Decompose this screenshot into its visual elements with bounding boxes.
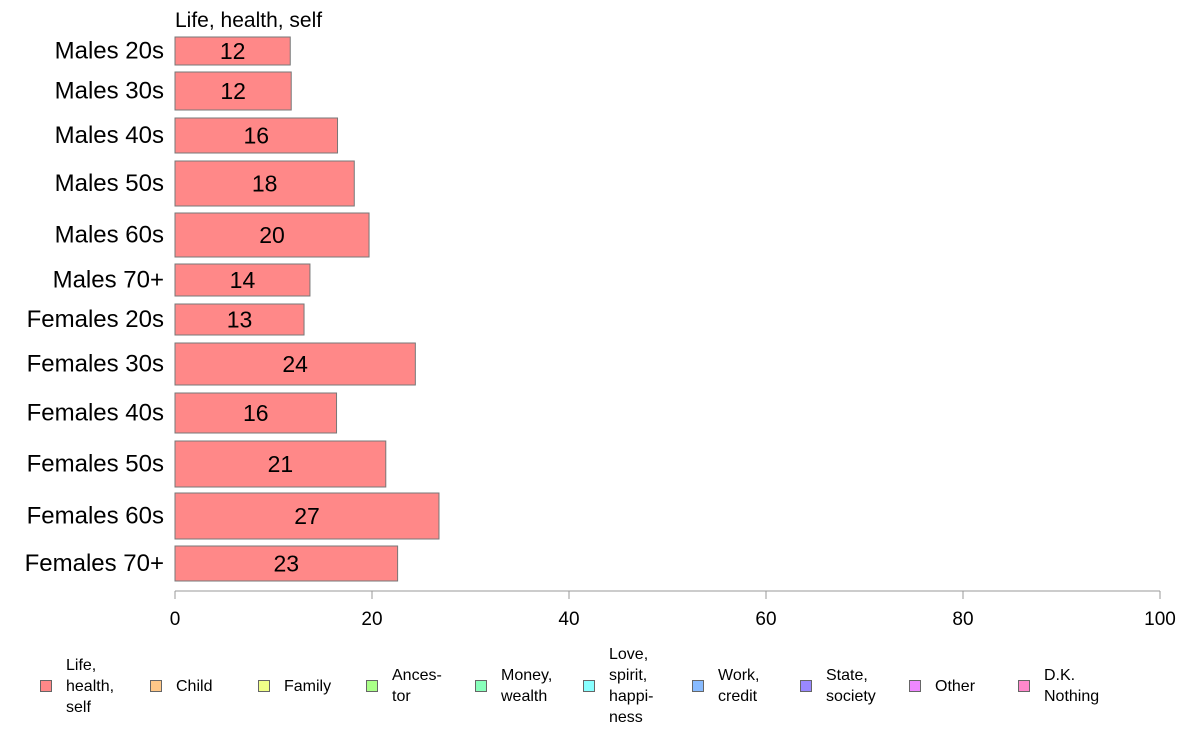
legend-label: Ances- tor (392, 667, 442, 705)
bar-value-label: 23 (274, 551, 300, 577)
legend-item: Family (258, 636, 331, 736)
x-axis: 0 20 40 60 80 100 (170, 590, 1176, 630)
legend-swatch (692, 680, 704, 692)
bar (174, 212, 370, 258)
bar (174, 392, 338, 434)
legend-item: State, society (800, 636, 876, 736)
bar (174, 342, 416, 386)
series-title: Life, health, self (175, 9, 322, 32)
bar-value-label: 16 (243, 400, 269, 426)
x-tick-label: 60 (755, 609, 776, 630)
x-tick-label: 80 (952, 609, 973, 630)
bar-value-label: 24 (282, 351, 308, 377)
x-tick-label: 40 (558, 609, 579, 630)
legend-item: Work, credit (692, 636, 759, 736)
legend-item: Money, wealth (475, 636, 552, 736)
legend-swatch (583, 680, 595, 692)
bar-value-label: 18 (252, 171, 278, 197)
legend-swatch (475, 680, 487, 692)
legend-label: Other (935, 677, 976, 695)
legend-label: State, society (826, 667, 876, 705)
legend-label: Family (284, 677, 332, 695)
legend-swatch (150, 680, 162, 692)
legend-label: Money, wealth (501, 667, 553, 705)
legend-label: Life, health, self (66, 656, 115, 716)
bar (174, 71, 292, 111)
bar-value-label: 12 (220, 78, 246, 104)
category-label: Males 50s (55, 170, 164, 197)
legend-swatch (366, 680, 378, 692)
legend-swatch (40, 680, 52, 692)
legend-label: Child (176, 677, 213, 695)
category-label: Females 20s (27, 306, 164, 333)
legend-item: D.K. Nothing (1018, 636, 1099, 736)
bar (174, 492, 440, 540)
legend-item: Other (909, 636, 975, 736)
legend-label: Love, spirit, happi- ness (609, 646, 654, 726)
x-tick-label: 20 (361, 609, 382, 630)
legend-swatch (800, 680, 812, 692)
bar-value-label: 16 (243, 123, 269, 149)
legend-label: D.K. Nothing (1044, 667, 1100, 705)
category-label: Females 60s (27, 503, 164, 530)
legend: Life, health, self Child Family Ances- tor M… (0, 636, 1188, 736)
bar (174, 160, 355, 207)
bar-value-label: 13 (227, 307, 253, 333)
bar-value-label: 12 (220, 38, 246, 64)
legend-swatch (1018, 680, 1030, 692)
legend-swatch (909, 680, 921, 692)
x-tick-label: 100 (1144, 609, 1176, 630)
bars-group: 12 Males 20s 12 Males 30s 16 Males 40s 18 Males… (25, 36, 440, 582)
bar-value-label: 14 (230, 267, 256, 293)
bar-value-label: 21 (268, 451, 294, 477)
bar (174, 545, 399, 582)
bar (174, 117, 339, 154)
category-label: Males 60s (55, 222, 164, 249)
legend-item: Love, spirit, happi- ness (583, 636, 653, 736)
bar (174, 303, 305, 336)
category-label: Males 40s (55, 122, 164, 149)
x-tick-label: 0 (170, 609, 181, 630)
legend-label: Work, credit (718, 667, 760, 705)
legend-item: Life, health, self (40, 636, 114, 736)
category-label: Males 30s (55, 78, 164, 105)
category-label: Females 70+ (25, 550, 164, 577)
category-label: Females 40s (27, 400, 164, 427)
legend-item: Ances- tor (366, 636, 442, 736)
category-label: Females 50s (27, 451, 164, 478)
bar (174, 263, 311, 297)
category-label: Females 30s (27, 351, 164, 378)
bar-value-label: 20 (259, 222, 285, 248)
legend-item: Child (150, 636, 212, 736)
legend-swatch (258, 680, 270, 692)
bar (174, 36, 291, 66)
category-label: Males 20s (55, 38, 164, 65)
bar-value-label: 27 (294, 503, 320, 529)
bar-chart: Life, health, self 12 Males 20s 12 Males 30… (25, 9, 1176, 630)
bar (174, 440, 387, 488)
category-label: Males 70+ (53, 267, 164, 294)
